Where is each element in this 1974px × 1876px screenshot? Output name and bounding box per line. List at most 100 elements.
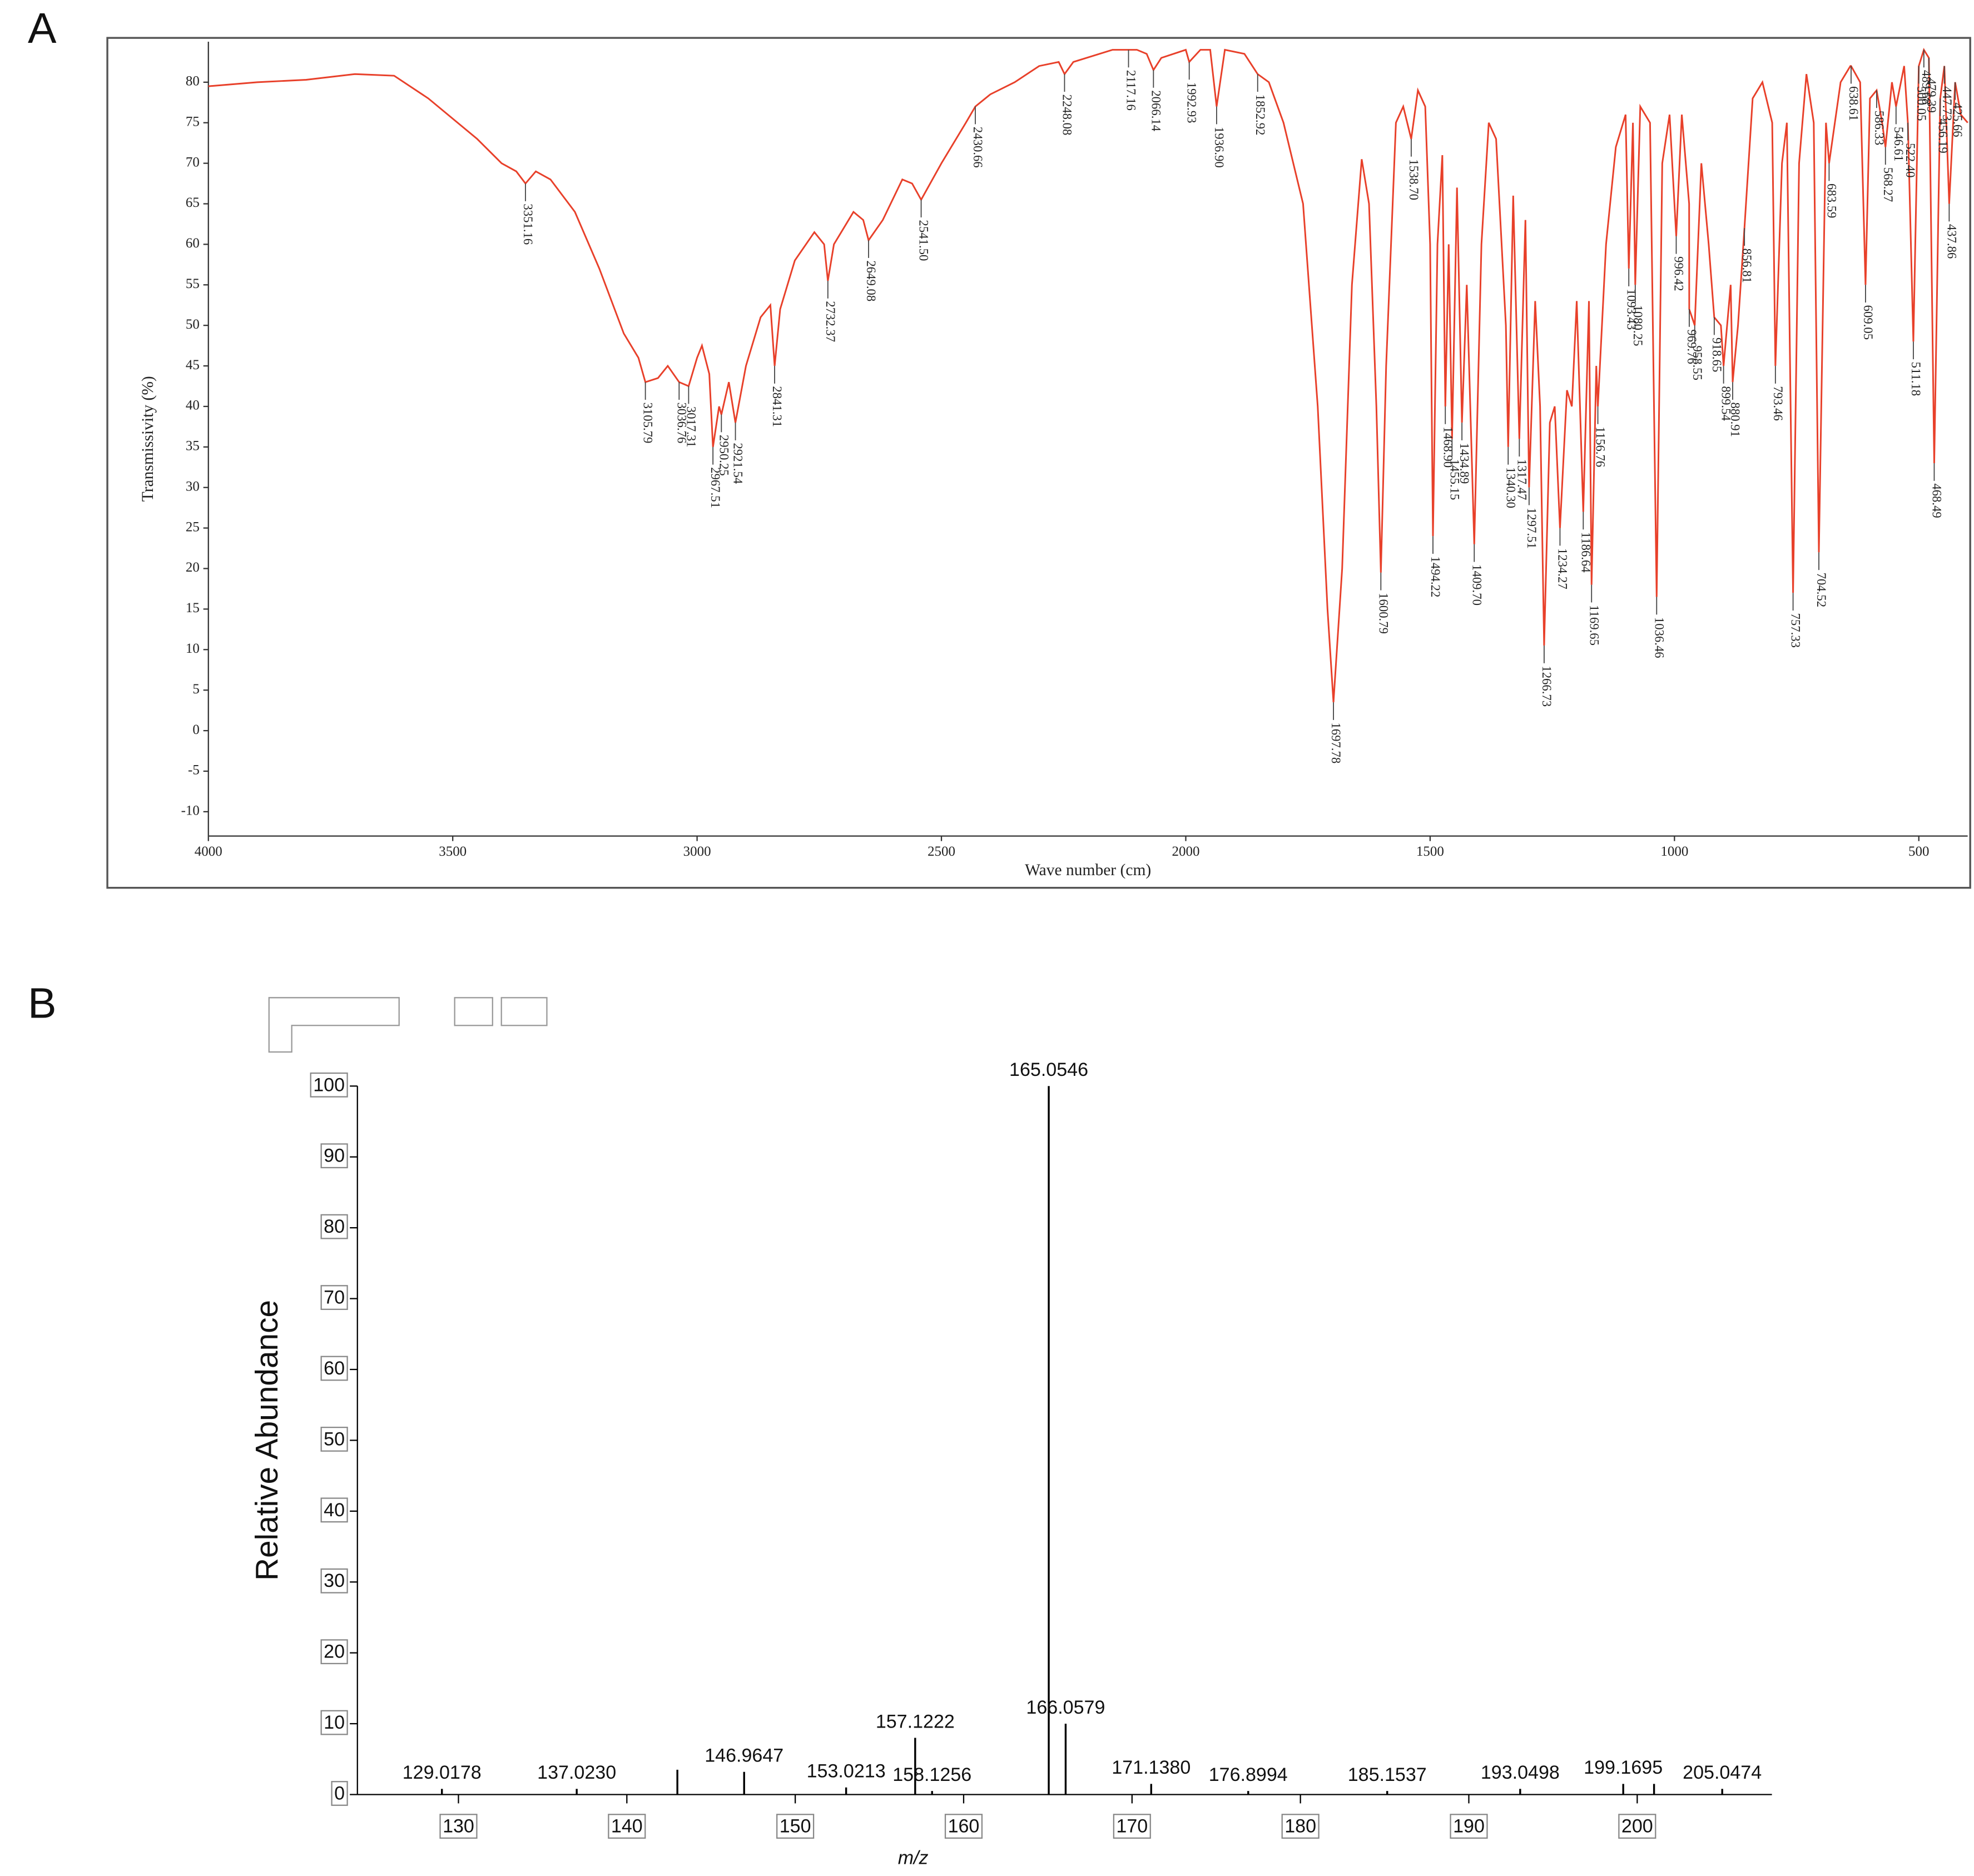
peak-label: 425.66 (1951, 102, 1965, 137)
x-tick-label: 170 (1116, 1816, 1148, 1837)
peak-label: 3105.79 (641, 403, 655, 444)
x-tick-label: 180 (1284, 1816, 1316, 1837)
x-tick-label: 190 (1453, 1816, 1485, 1837)
peak-label: 1538.70 (1407, 159, 1421, 200)
peak-label: 2649.08 (864, 260, 878, 301)
y-tick-label: -10 (181, 803, 200, 818)
tick-label-box (439, 1814, 478, 1839)
peak-label: 568.27 (1881, 167, 1895, 202)
peak-label: 2066.14 (1149, 90, 1163, 131)
y-tick-label: 10 (186, 641, 200, 656)
panel-frame (106, 37, 1971, 889)
peak-label: 1036.46 (1652, 617, 1666, 658)
peak-label: 1080.25 (1631, 305, 1645, 346)
x-tick-label: 3000 (683, 844, 711, 859)
tick-label-box (944, 1814, 983, 1839)
tick-label-box (1281, 1814, 1320, 1839)
peak-label: 157.1222 (876, 1711, 955, 1732)
peak-label: 489.68 (1920, 70, 1933, 105)
tick-label-box (331, 1781, 348, 1806)
y-tick-label: 70 (186, 155, 200, 170)
peak-label: 1093.43 (1624, 289, 1638, 330)
peak-label: 1266.73 (1540, 666, 1554, 707)
peak-label: 193.0498 (1481, 1762, 1560, 1783)
peak-label: 958.55 (1690, 346, 1704, 380)
peak-label: 171.1380 (1112, 1757, 1191, 1778)
peak-label: 3036.76 (674, 403, 688, 444)
y-tick-label: 65 (186, 195, 200, 210)
y-tick-label: 80 (324, 1216, 345, 1237)
y-tick-label: 25 (186, 519, 200, 534)
peak-label: 586.33 (1872, 111, 1886, 145)
y-tick-label: 100 (313, 1074, 345, 1095)
y-tick-label: 90 (324, 1145, 345, 1167)
y-tick-label: 55 (186, 276, 200, 291)
peak-label: 704.52 (1814, 573, 1828, 607)
peak-label: 1936.90 (1212, 127, 1226, 168)
tick-label-box (320, 1285, 348, 1310)
peak-label: 500.05 (1915, 86, 1928, 121)
peak-label: 185.1537 (1348, 1764, 1427, 1785)
peak-label: 137.0230 (537, 1762, 616, 1783)
peak-label: 158.1256 (892, 1764, 971, 1785)
peak-label: 1234.27 (1555, 548, 1569, 589)
tick-label-box (320, 1356, 348, 1381)
y-axis-label: Transmissivity (%) (139, 376, 157, 502)
peak-label: 1697.78 (1329, 722, 1343, 763)
peak-label: 996.42 (1672, 256, 1686, 291)
tick-label-box (320, 1639, 348, 1665)
peak-label: 969.76 (1685, 329, 1699, 364)
peak-label: 856.81 (1740, 249, 1754, 283)
peak-label: 1186.64 (1579, 532, 1593, 573)
peak-label: 129.0178 (403, 1762, 482, 1783)
peak-label: 2950.25 (717, 435, 731, 476)
peak-label: 468.49 (1930, 483, 1944, 518)
peak-label: 3017.31 (684, 406, 698, 448)
peak-label: 918.65 (1710, 338, 1724, 372)
x-tick-label: 2000 (1172, 844, 1200, 859)
peak-label: 757.33 (1789, 613, 1803, 648)
y-tick-label: -5 (188, 763, 200, 778)
peak-label: 146.9647 (705, 1745, 783, 1766)
peak-label: 456.19 (1936, 118, 1950, 153)
x-tick-label: 200 (1621, 1816, 1653, 1837)
peak-label: 176.8994 (1209, 1764, 1288, 1785)
tick-label-box (310, 1072, 348, 1098)
peak-label: 1317.47 (1515, 459, 1529, 500)
y-tick-label: 75 (186, 114, 200, 129)
y-tick-label: 20 (324, 1641, 345, 1662)
y-tick-label: 35 (186, 439, 200, 454)
peak-label: 1409.70 (1470, 564, 1484, 606)
y-tick-label: 0 (192, 722, 199, 737)
peak-label: 522.40 (1903, 143, 1917, 177)
peak-label: 2541.50 (917, 220, 931, 261)
peak-label: 1297.51 (1525, 508, 1539, 549)
y-tick-label: 40 (186, 398, 200, 413)
x-tick-label: 4000 (195, 844, 222, 859)
peak-label: 638.61 (1847, 86, 1861, 121)
x-tick-label: 130 (443, 1816, 474, 1837)
y-axis-label: Relative Abundance (250, 1300, 285, 1581)
peak-label: 2967.51 (708, 467, 722, 508)
y-tick-label: 30 (324, 1570, 345, 1591)
peak-label: 2248.08 (1060, 95, 1074, 136)
peak-label: 1455.15 (1447, 459, 1461, 500)
peak-label: 3351.16 (521, 204, 535, 245)
tick-label-box (320, 1568, 348, 1594)
peak-label: 1494.22 (1429, 557, 1442, 598)
x-tick-label: 1500 (1416, 844, 1444, 859)
x-tick-label: 150 (780, 1816, 811, 1837)
x-axis-label: Wave number (cm) (1025, 861, 1151, 879)
peak-label: 1340.30 (1504, 467, 1517, 508)
decoration (500, 997, 548, 1026)
x-tick-label: 1000 (1660, 844, 1688, 859)
y-tick-label: 10 (324, 1712, 345, 1733)
peak-label: 880.91 (1728, 403, 1742, 437)
tick-label-box (1113, 1814, 1151, 1839)
peak-label: 793.46 (1771, 386, 1785, 420)
panel-label: A (28, 4, 57, 52)
decoration (268, 997, 400, 1053)
tick-label-box (320, 1426, 348, 1452)
peak-label: 165.0546 (1009, 1059, 1088, 1080)
